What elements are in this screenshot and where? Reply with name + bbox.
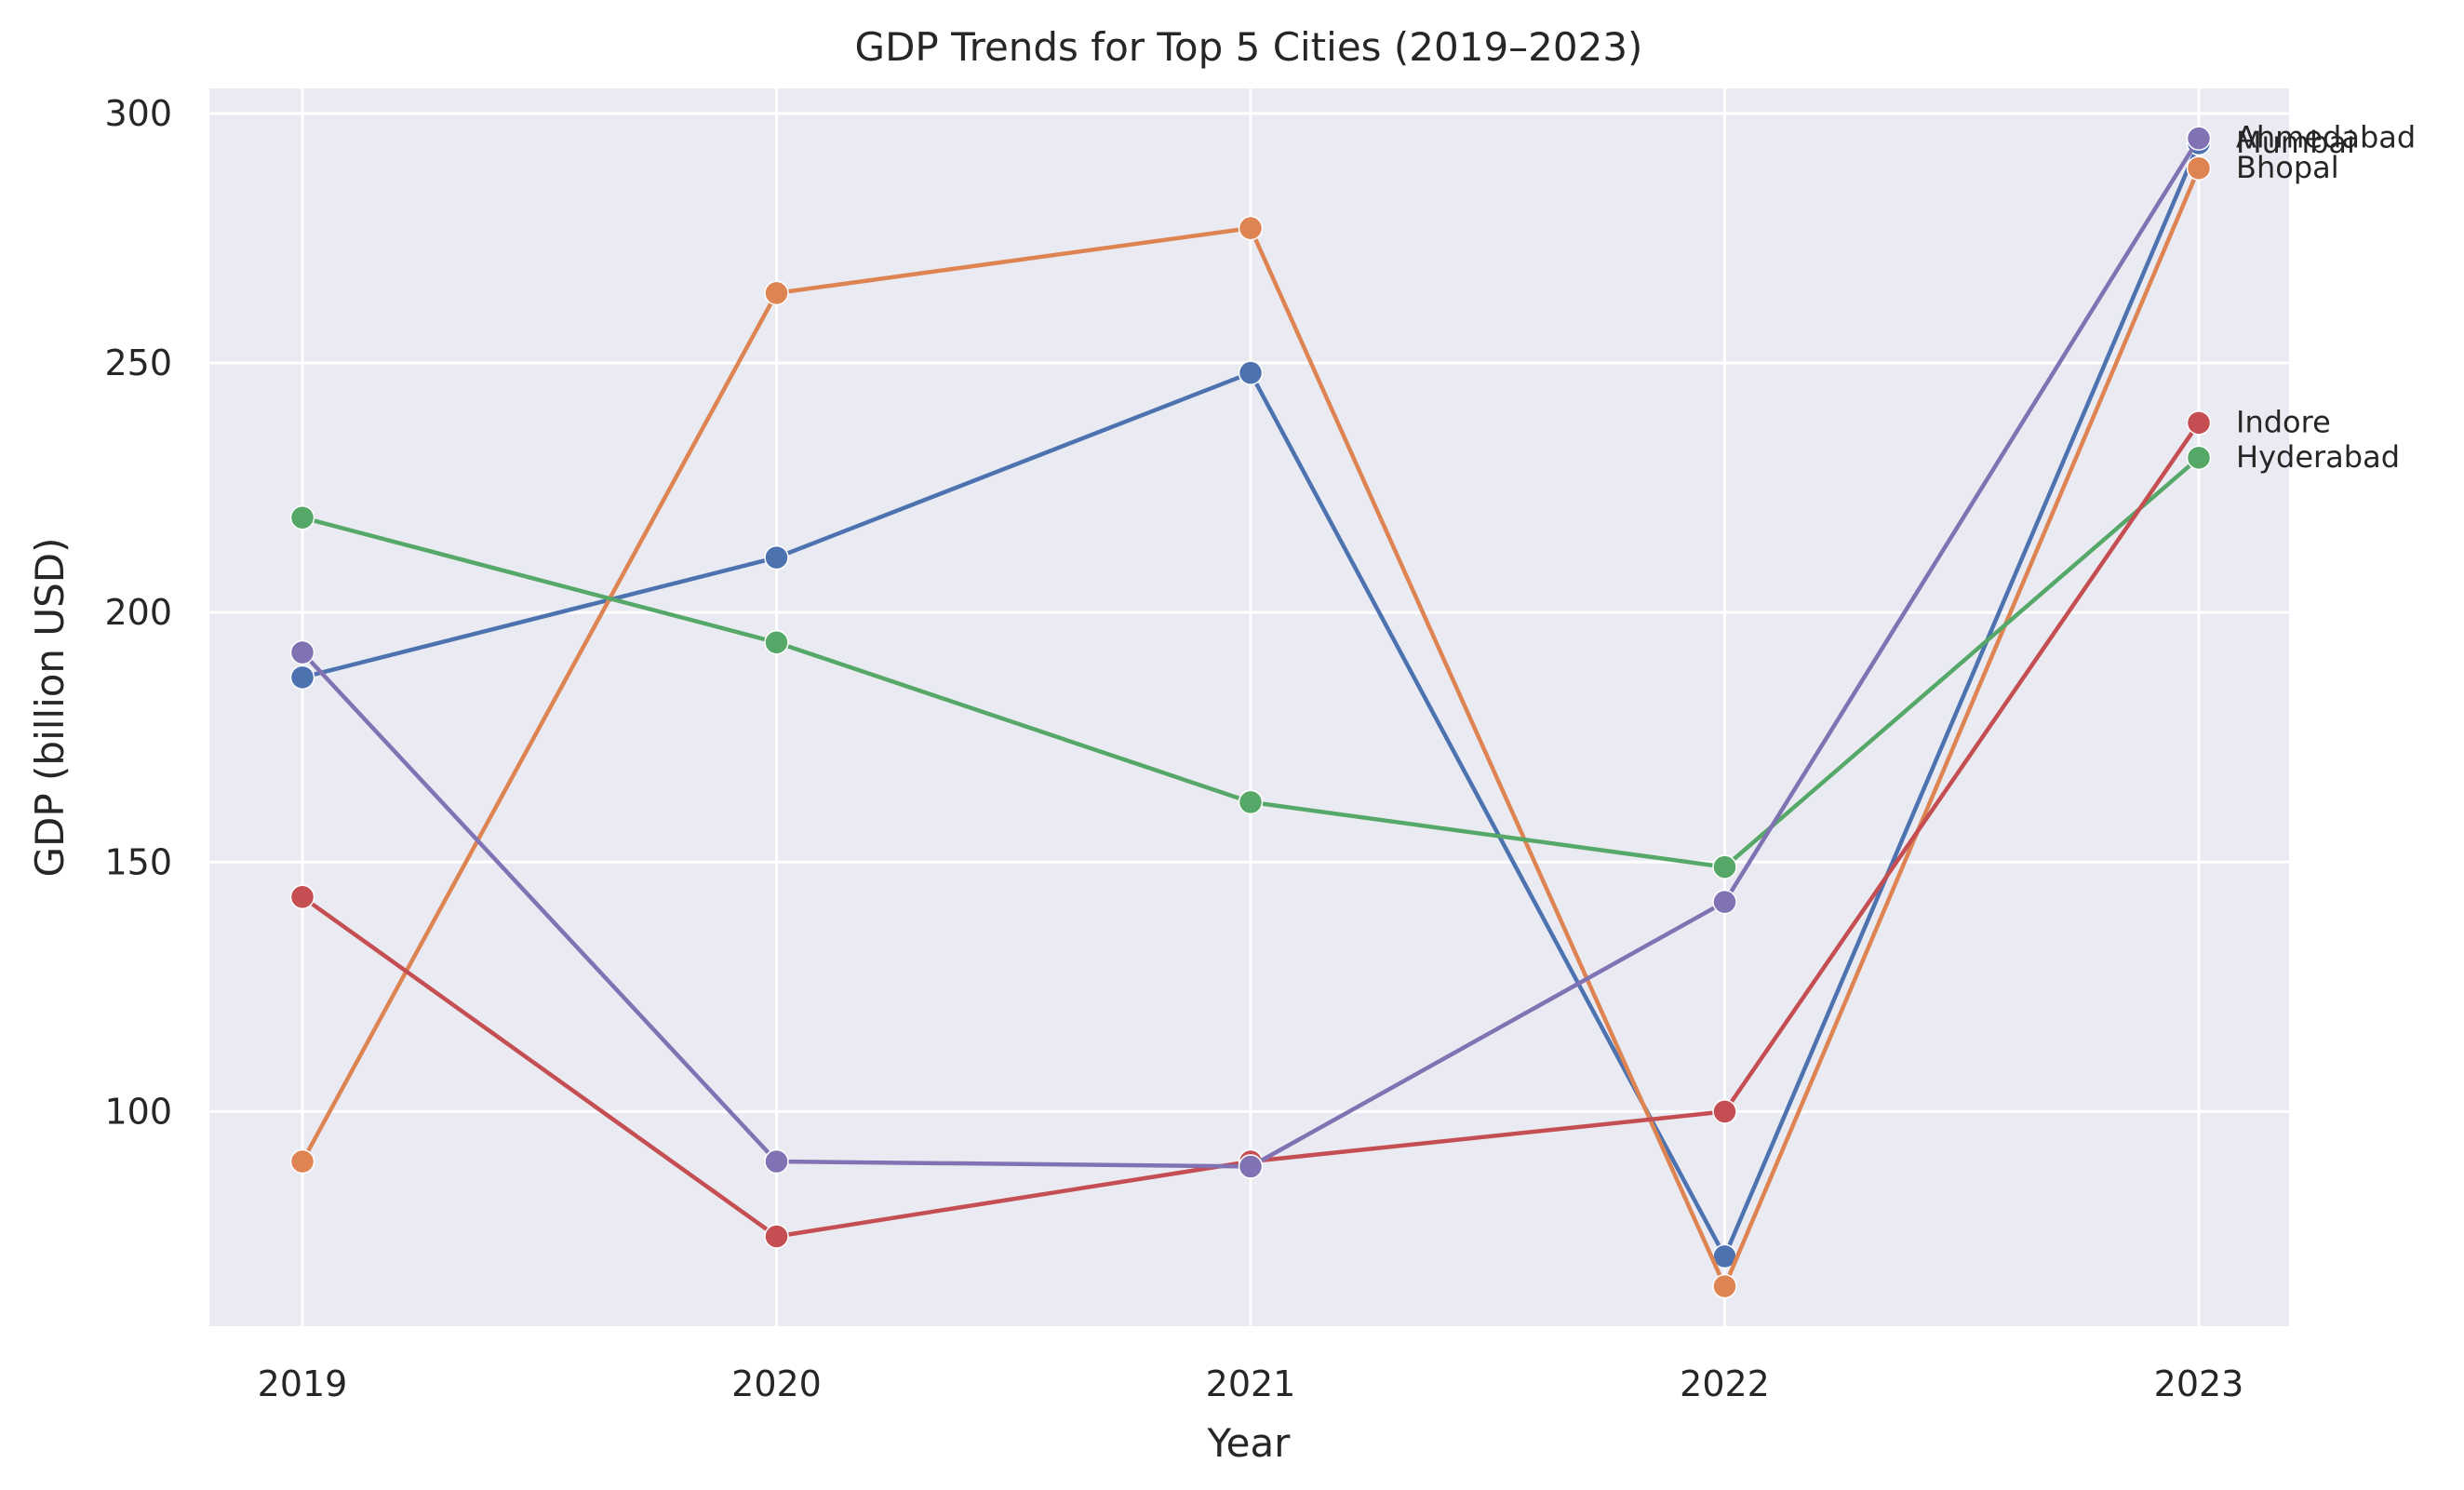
x-tick-label: 2021 — [1206, 1363, 1296, 1404]
series-bhopal — [289, 155, 2212, 1299]
tick-labels: 2019 2020 2021 2022 2023 100 150 200 250 300 — [104, 93, 2243, 1404]
data-point-indore — [2186, 410, 2212, 436]
series-ahmedabad — [289, 126, 2212, 1179]
data-point-ahmedabad — [2186, 126, 2212, 151]
data-point-bhopal — [2186, 155, 2212, 181]
data-point-hyderabad — [764, 630, 789, 655]
y-tick-label: 300 — [104, 93, 172, 134]
data-point-ahmedabad — [1712, 889, 1737, 915]
y-axis-label: GDP (billion USD) — [27, 537, 73, 877]
data-point-hyderabad — [289, 504, 315, 530]
y-tick-label: 100 — [104, 1091, 172, 1132]
data-point-indore — [764, 1224, 789, 1249]
end-label-ahmedabad: Ahmedabad — [2236, 120, 2416, 155]
end-label-indore: Indore — [2236, 404, 2331, 439]
x-tick-label: 2022 — [1680, 1363, 1770, 1404]
end-label-hyderabad: Hyderabad — [2236, 439, 2400, 475]
x-tick-label: 2020 — [731, 1363, 822, 1404]
y-tick-label: 150 — [104, 841, 172, 882]
data-point-bhopal — [1712, 1273, 1737, 1299]
data-point-mumbai — [1238, 360, 1264, 385]
x-tick-label: 2019 — [258, 1363, 348, 1404]
x-axis-label: Year — [1207, 1420, 1292, 1466]
data-point-mumbai — [289, 664, 315, 691]
y-tick-label: 200 — [104, 592, 172, 633]
data-point-hyderabad — [1238, 789, 1264, 815]
data-point-indore — [1712, 1099, 1737, 1124]
x-tick-label: 2023 — [2154, 1363, 2244, 1404]
series-hyderabad — [289, 445, 2212, 879]
y-tick-label: 250 — [104, 342, 172, 383]
data-point-ahmedabad — [1238, 1154, 1264, 1179]
data-point-ahmedabad — [289, 639, 315, 665]
end-label-bhopal: Bhopal — [2236, 150, 2339, 185]
data-point-bhopal — [1238, 215, 1264, 241]
end-label-mumbai: Mumbai — [2236, 125, 2355, 160]
data-point-hyderabad — [2186, 445, 2212, 471]
chart-title: GDP Trends for Top 5 Cities (2019–2023) — [855, 24, 1643, 70]
data-point-bhopal — [764, 280, 789, 306]
data-point-hyderabad — [1712, 854, 1737, 879]
data-point-mumbai — [764, 544, 789, 570]
data-point-indore — [289, 884, 315, 910]
data-point-ahmedabad — [764, 1148, 789, 1175]
series-group — [289, 126, 2212, 1299]
data-point-bhopal — [289, 1148, 315, 1175]
